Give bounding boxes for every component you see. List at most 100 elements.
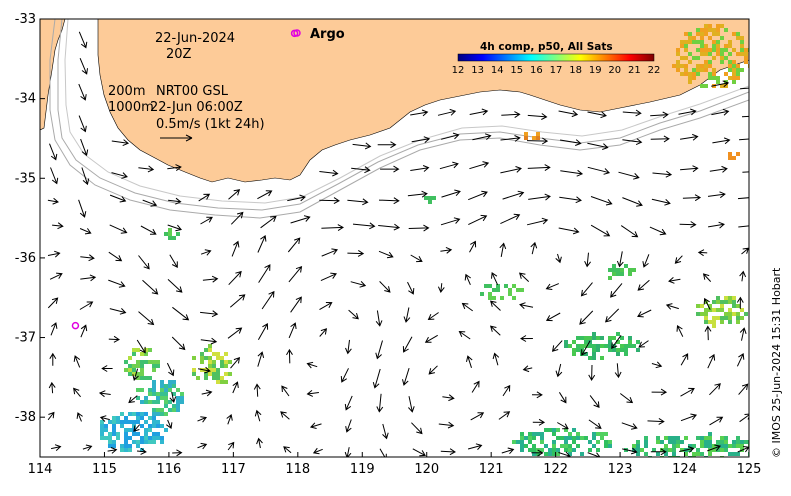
sst-pixel [608,340,612,344]
sst-pixel [580,452,584,456]
x-tick-label: 116 [156,462,181,477]
sst-pixel [228,360,232,364]
x-tick-label: 114 [28,462,53,477]
sst-pixel [508,288,512,292]
sst-pixel [540,440,544,444]
sst-pixel [548,452,552,456]
sst-pixel [740,68,744,72]
sst-pixel [716,24,720,28]
current-arrow [739,327,747,341]
sst-pixel [152,440,156,444]
current-arrow [579,310,594,325]
sst-pixel [616,272,620,276]
current-arrow [558,110,579,118]
sst-pixel [584,436,588,440]
sst-pixel [644,436,648,440]
current-arrow [108,251,123,262]
sst-pixel [564,440,568,444]
sst-pixel [204,348,208,352]
sst-pixel [536,136,540,140]
current-arrow [522,365,533,373]
sst-pixel [744,440,748,444]
sst-pixel [712,48,716,52]
sst-pixel [164,392,168,396]
sst-pixel [128,356,132,360]
annotation-isobath-1000: 1000m [108,100,154,115]
current-arrow [200,337,218,345]
current-arrow [281,385,290,397]
current-arrow [440,132,460,140]
sst-pixel [204,356,208,360]
sst-pixel [724,72,728,76]
sst-pixel [148,360,152,364]
sst-pixel [168,388,172,392]
colorbar-label: 14 [491,65,504,76]
sst-pixel [660,440,664,444]
sst-pixel [616,340,620,344]
sst-pixel [704,308,708,312]
sst-pixel [540,448,544,452]
sst-pixel [732,444,736,448]
sst-pixel [716,40,720,44]
sst-pixel [156,432,160,436]
current-arrow [558,227,580,235]
sst-pixel [624,264,628,268]
sst-pixel [720,320,724,324]
sst-pixel [128,412,132,416]
sst-pixel [696,48,700,52]
sst-pixel [688,52,692,56]
sst-pixel [664,444,668,448]
sst-pixel [704,44,708,48]
sst-pixel [700,48,704,52]
current-arrow [680,353,689,366]
sst-pixel [600,436,604,440]
sst-pixel [708,432,712,436]
sst-pixel [144,412,148,416]
sst-pixel [608,444,612,448]
current-arrow [707,353,716,369]
current-arrow [642,254,650,268]
sst-pixel [704,316,708,320]
current-arrow [470,412,485,421]
current-arrow [379,448,387,457]
current-arrow [580,282,593,297]
current-arrow [352,142,372,150]
sst-pixel [728,316,732,320]
sst-pixel [212,368,216,372]
current-arrow [402,367,410,386]
sst-pixel [604,444,608,448]
sst-pixel [708,64,712,68]
x-tick-label: 121 [479,462,504,477]
sst-pixel [736,152,740,156]
sst-pixel [688,40,692,44]
sst-pixel [724,316,728,320]
current-arrow [468,214,488,226]
sst-pixel [724,440,728,444]
sst-pixel [716,296,720,300]
sst-pixel [128,448,132,452]
current-arrow [227,441,235,451]
current-arrow [168,197,182,205]
sst-pixel [728,308,732,312]
sst-pixel [576,348,580,352]
sst-pixel [680,40,684,44]
sst-pixel [572,348,576,352]
sst-pixel [728,68,732,72]
sst-pixel [612,268,616,272]
y-axis-ticks: -33 -34 -35 -36 -37 -38 [15,12,45,425]
sst-pixel [676,440,680,444]
sst-pixel [136,364,140,368]
annotation-altimetry-time: 22-Jun 06:00Z [150,100,243,115]
colorbar-label: 15 [510,65,523,76]
sst-pixel [708,440,712,444]
current-arrow [651,361,663,369]
sst-pixel [740,44,744,48]
sst-pixel [112,424,116,428]
sst-pixel [692,40,696,44]
current-arrow [109,224,128,234]
sst-pixel [520,448,524,452]
current-arrow [306,361,318,369]
current-arrow [738,383,749,395]
sst-pixel [544,444,548,448]
argo-legend-label: Argo [310,27,345,42]
